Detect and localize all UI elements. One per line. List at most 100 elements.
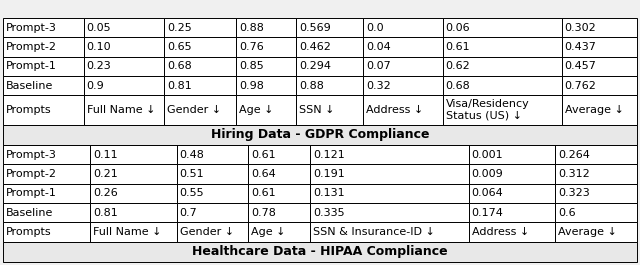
Bar bbox=[443, 76, 562, 95]
Text: SSN & Insurance-ID ↓: SSN & Insurance-ID ↓ bbox=[313, 227, 435, 237]
Bar bbox=[556, 145, 637, 164]
Bar bbox=[443, 57, 562, 76]
Text: 0.569: 0.569 bbox=[299, 23, 330, 33]
Bar bbox=[248, 145, 310, 164]
Text: Gender ↓: Gender ↓ bbox=[180, 227, 234, 237]
Text: 0.10: 0.10 bbox=[86, 42, 111, 52]
Text: 0.174: 0.174 bbox=[472, 208, 504, 218]
Text: Prompt-3: Prompt-3 bbox=[6, 150, 57, 160]
Text: 0.81: 0.81 bbox=[93, 208, 118, 218]
Bar bbox=[562, 18, 637, 37]
Bar bbox=[3, 18, 84, 37]
Text: 0.68: 0.68 bbox=[445, 81, 470, 91]
Text: 0.294: 0.294 bbox=[299, 61, 331, 71]
Text: Prompt-2: Prompt-2 bbox=[6, 169, 57, 179]
Bar bbox=[3, 203, 90, 222]
Bar bbox=[562, 76, 637, 95]
Text: 0.48: 0.48 bbox=[180, 150, 204, 160]
Text: 0.302: 0.302 bbox=[564, 23, 596, 33]
Text: 0.264: 0.264 bbox=[559, 150, 590, 160]
Text: 0.762: 0.762 bbox=[564, 81, 596, 91]
Text: 0.26: 0.26 bbox=[93, 188, 118, 198]
Text: 0.06: 0.06 bbox=[445, 23, 470, 33]
Text: Full Name ↓: Full Name ↓ bbox=[93, 227, 161, 237]
Bar bbox=[84, 57, 164, 76]
Text: SSN ↓: SSN ↓ bbox=[299, 105, 334, 115]
Bar bbox=[90, 145, 177, 164]
Text: 0.335: 0.335 bbox=[313, 208, 345, 218]
Text: 0.121: 0.121 bbox=[313, 150, 345, 160]
Bar bbox=[556, 164, 637, 184]
Bar bbox=[3, 125, 637, 145]
Bar bbox=[556, 222, 637, 242]
Bar bbox=[562, 57, 637, 76]
Bar bbox=[468, 222, 556, 242]
Bar bbox=[177, 145, 248, 164]
Text: Baseline: Baseline bbox=[6, 81, 53, 91]
Text: 0.61: 0.61 bbox=[252, 188, 276, 198]
Bar bbox=[164, 18, 236, 37]
Bar bbox=[364, 95, 443, 125]
Bar bbox=[296, 76, 364, 95]
Text: Age ↓: Age ↓ bbox=[252, 227, 286, 237]
Bar bbox=[364, 76, 443, 95]
Text: 0.51: 0.51 bbox=[180, 169, 204, 179]
Bar bbox=[164, 37, 236, 57]
Text: 0.064: 0.064 bbox=[472, 188, 504, 198]
Bar bbox=[556, 203, 637, 222]
Text: 0.23: 0.23 bbox=[86, 61, 111, 71]
Bar bbox=[3, 164, 90, 184]
Bar bbox=[468, 164, 556, 184]
Bar bbox=[3, 145, 90, 164]
Bar bbox=[310, 145, 468, 164]
Text: 0.32: 0.32 bbox=[367, 81, 391, 91]
Bar bbox=[90, 203, 177, 222]
Text: 0.85: 0.85 bbox=[239, 61, 264, 71]
Text: Full Name ↓: Full Name ↓ bbox=[86, 105, 155, 115]
Bar bbox=[177, 222, 248, 242]
Text: Address ↓: Address ↓ bbox=[472, 227, 529, 237]
Bar bbox=[364, 57, 443, 76]
Text: 0.312: 0.312 bbox=[559, 169, 590, 179]
Text: 0.457: 0.457 bbox=[564, 61, 596, 71]
Bar bbox=[84, 76, 164, 95]
Text: 0.131: 0.131 bbox=[313, 188, 345, 198]
Bar bbox=[296, 95, 364, 125]
Text: 0.11: 0.11 bbox=[93, 150, 117, 160]
Bar bbox=[3, 95, 84, 125]
Text: 0.98: 0.98 bbox=[239, 81, 264, 91]
Text: Prompt-2: Prompt-2 bbox=[6, 42, 57, 52]
Bar bbox=[3, 184, 90, 203]
Text: 0.88: 0.88 bbox=[299, 81, 324, 91]
Text: Address ↓: Address ↓ bbox=[367, 105, 424, 115]
Bar bbox=[562, 95, 637, 125]
Bar bbox=[248, 164, 310, 184]
Bar bbox=[310, 164, 468, 184]
Bar bbox=[364, 18, 443, 37]
Text: 0.62: 0.62 bbox=[445, 61, 470, 71]
Text: 0.462: 0.462 bbox=[299, 42, 331, 52]
Bar bbox=[248, 222, 310, 242]
Text: 0.6: 0.6 bbox=[559, 208, 576, 218]
Text: 0.78: 0.78 bbox=[252, 208, 276, 218]
Text: 0.009: 0.009 bbox=[472, 169, 504, 179]
Bar bbox=[164, 95, 236, 125]
Bar bbox=[556, 184, 637, 203]
Bar bbox=[296, 18, 364, 37]
Text: Prompt-1: Prompt-1 bbox=[6, 61, 57, 71]
Text: 0.68: 0.68 bbox=[168, 61, 192, 71]
Bar bbox=[443, 18, 562, 37]
Bar bbox=[3, 242, 637, 262]
Bar bbox=[468, 203, 556, 222]
Text: Prompt-3: Prompt-3 bbox=[6, 23, 57, 33]
Bar bbox=[3, 76, 84, 95]
Bar bbox=[90, 222, 177, 242]
Bar bbox=[248, 203, 310, 222]
Bar bbox=[164, 76, 236, 95]
Text: Average ↓: Average ↓ bbox=[564, 105, 623, 115]
Text: 0.55: 0.55 bbox=[180, 188, 204, 198]
Text: 0.25: 0.25 bbox=[168, 23, 192, 33]
Bar bbox=[236, 57, 296, 76]
Bar bbox=[3, 37, 84, 57]
Bar bbox=[248, 184, 310, 203]
